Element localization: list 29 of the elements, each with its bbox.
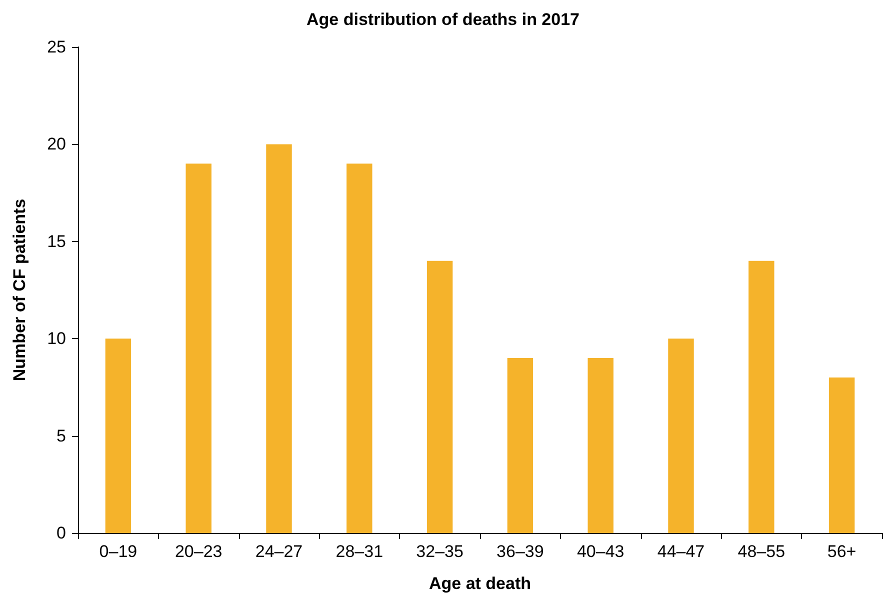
bar (828, 377, 855, 533)
bar (186, 164, 212, 533)
x-tick-label: 20–23 (174, 542, 222, 561)
y-tick-label: 10 (47, 329, 66, 348)
bar (668, 338, 694, 533)
y-tick-label: 20 (47, 134, 66, 154)
x-tick-label: 24–27 (255, 542, 303, 561)
y-tick-label: 0 (56, 524, 66, 542)
bar (266, 144, 292, 533)
x-tick-label: 0–19 (99, 542, 138, 561)
bar (346, 164, 372, 533)
x-tick-label: 44–47 (657, 542, 705, 561)
y-tick-label: 25 (47, 38, 66, 56)
bar (426, 260, 453, 533)
bar (507, 358, 534, 533)
x-tick-label: 48–55 (738, 542, 786, 561)
bar (105, 338, 132, 533)
x-axis-title: Age at death (428, 574, 532, 593)
y-tick-label: 5 (56, 426, 66, 446)
y-tick-label: 15 (47, 232, 66, 251)
x-tick-label: 36–39 (496, 542, 544, 561)
y-axis-title: Number of CF patients (10, 198, 29, 382)
chart-title: Age distribution of deaths in 2017 (306, 10, 580, 29)
x-tick-label: 28–31 (336, 542, 384, 561)
bar (588, 358, 614, 533)
x-tick-label: 32–35 (416, 542, 464, 561)
bar (748, 260, 774, 533)
x-tick-label: 40–43 (576, 542, 624, 561)
x-tick-label: 56+ (827, 542, 856, 561)
